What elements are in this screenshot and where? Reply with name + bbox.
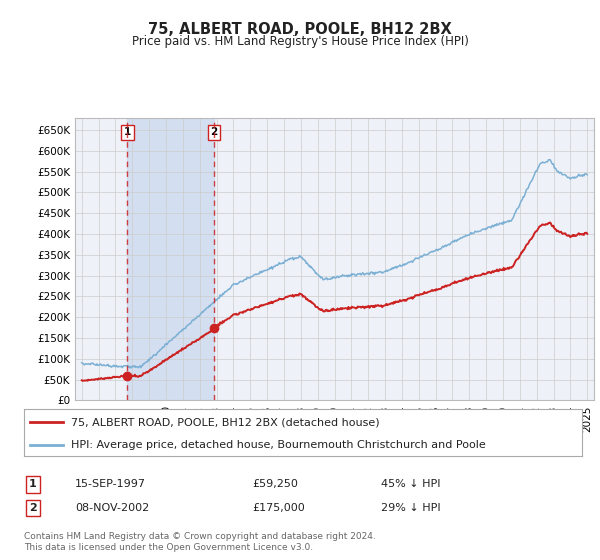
Text: £175,000: £175,000 (252, 503, 305, 513)
Text: 1: 1 (29, 479, 37, 489)
Bar (127, 118, 214, 400)
Text: 15-SEP-1997: 15-SEP-1997 (75, 479, 146, 489)
Text: 1: 1 (124, 128, 131, 138)
Text: £59,250: £59,250 (252, 479, 298, 489)
Text: Price paid vs. HM Land Registry's House Price Index (HPI): Price paid vs. HM Land Registry's House … (131, 35, 469, 48)
Text: HPI: Average price, detached house, Bournemouth Christchurch and Poole: HPI: Average price, detached house, Bour… (71, 440, 486, 450)
Text: 45% ↓ HPI: 45% ↓ HPI (381, 479, 440, 489)
Text: 29% ↓ HPI: 29% ↓ HPI (381, 503, 440, 513)
Text: 2: 2 (211, 128, 218, 138)
Text: 2: 2 (29, 503, 37, 513)
Text: Contains HM Land Registry data © Crown copyright and database right 2024.
This d: Contains HM Land Registry data © Crown c… (24, 532, 376, 552)
Text: 75, ALBERT ROAD, POOLE, BH12 2BX (detached house): 75, ALBERT ROAD, POOLE, BH12 2BX (detach… (71, 417, 380, 427)
Text: 75, ALBERT ROAD, POOLE, BH12 2BX: 75, ALBERT ROAD, POOLE, BH12 2BX (148, 22, 452, 38)
Text: 08-NOV-2002: 08-NOV-2002 (75, 503, 149, 513)
